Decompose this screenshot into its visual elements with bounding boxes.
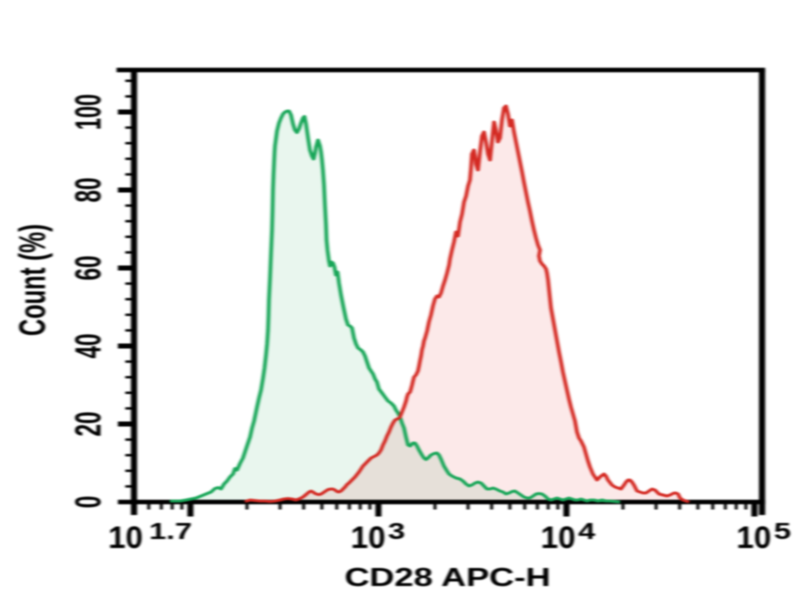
svg-text:5: 5 (774, 518, 791, 544)
svg-text:60: 60 (68, 256, 109, 281)
svg-text:Count (%): Count (%) (12, 224, 54, 336)
svg-text:40: 40 (68, 334, 109, 359)
svg-text:1.7: 1.7 (149, 518, 192, 544)
svg-text:10: 10 (351, 520, 386, 555)
svg-text:10: 10 (541, 520, 576, 555)
svg-text:20: 20 (68, 412, 109, 437)
svg-text:3: 3 (388, 518, 405, 544)
svg-text:4: 4 (578, 518, 595, 544)
svg-text:CD28 APC-H: CD28 APC-H (344, 563, 550, 592)
svg-text:10: 10 (737, 520, 772, 555)
svg-text:100: 100 (68, 94, 109, 130)
svg-text:10: 10 (108, 520, 143, 555)
svg-text:80: 80 (68, 178, 109, 203)
svg-text:0: 0 (68, 496, 109, 509)
